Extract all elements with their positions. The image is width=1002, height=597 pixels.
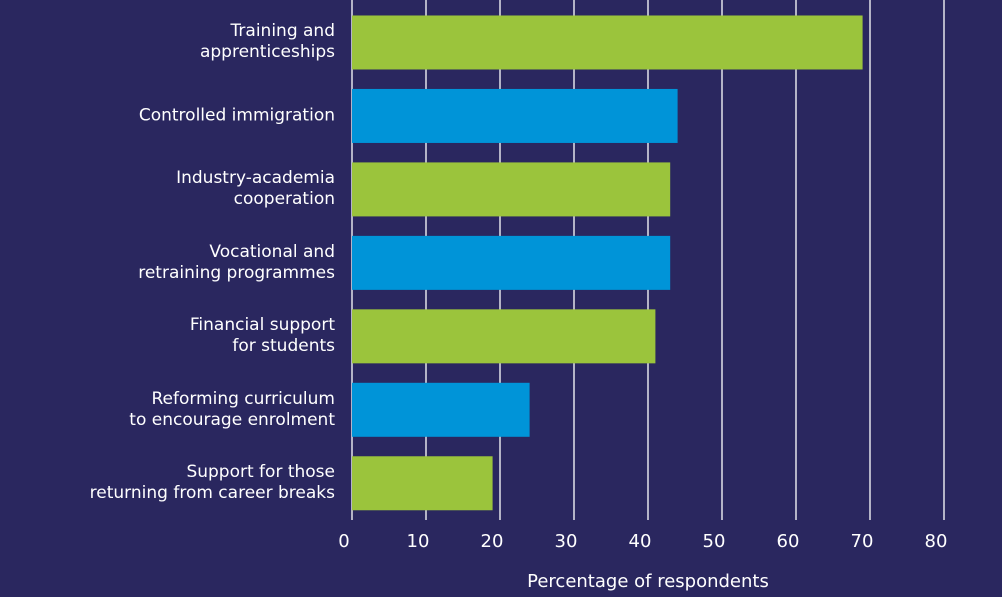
bar — [352, 235, 671, 290]
bar — [352, 309, 656, 364]
y-tick-label: Vocational and retraining programmes — [138, 241, 335, 283]
x-tick-label: 60 — [777, 531, 800, 552]
x-tick-label: 40 — [629, 531, 652, 552]
x-tick-label: 0 — [338, 531, 349, 552]
bar — [352, 88, 678, 143]
x-tick-label: 70 — [851, 531, 874, 552]
y-tick-label: Reforming curriculum to encourage enrolm… — [129, 388, 335, 430]
x-tick-label: 80 — [925, 531, 948, 552]
y-tick-label: Controlled immigration — [138, 105, 335, 126]
x-tick-label: 10 — [407, 531, 430, 552]
x-tick-label: 20 — [481, 531, 504, 552]
x-tick-label: 30 — [555, 531, 578, 552]
bar — [352, 15, 863, 70]
y-tick-label: Training and apprenticeships — [199, 21, 335, 63]
x-axis-label: Percentage of respondents — [527, 571, 769, 592]
y-tick-label: Industry-academia cooperation — [176, 168, 335, 210]
y-tick-label: Support for those returning from career … — [89, 462, 335, 504]
y-tick-label: Financial support for students — [189, 315, 335, 357]
bar — [352, 382, 530, 437]
bar — [352, 456, 493, 511]
x-tick-label: 50 — [703, 531, 726, 552]
bar — [352, 162, 671, 217]
